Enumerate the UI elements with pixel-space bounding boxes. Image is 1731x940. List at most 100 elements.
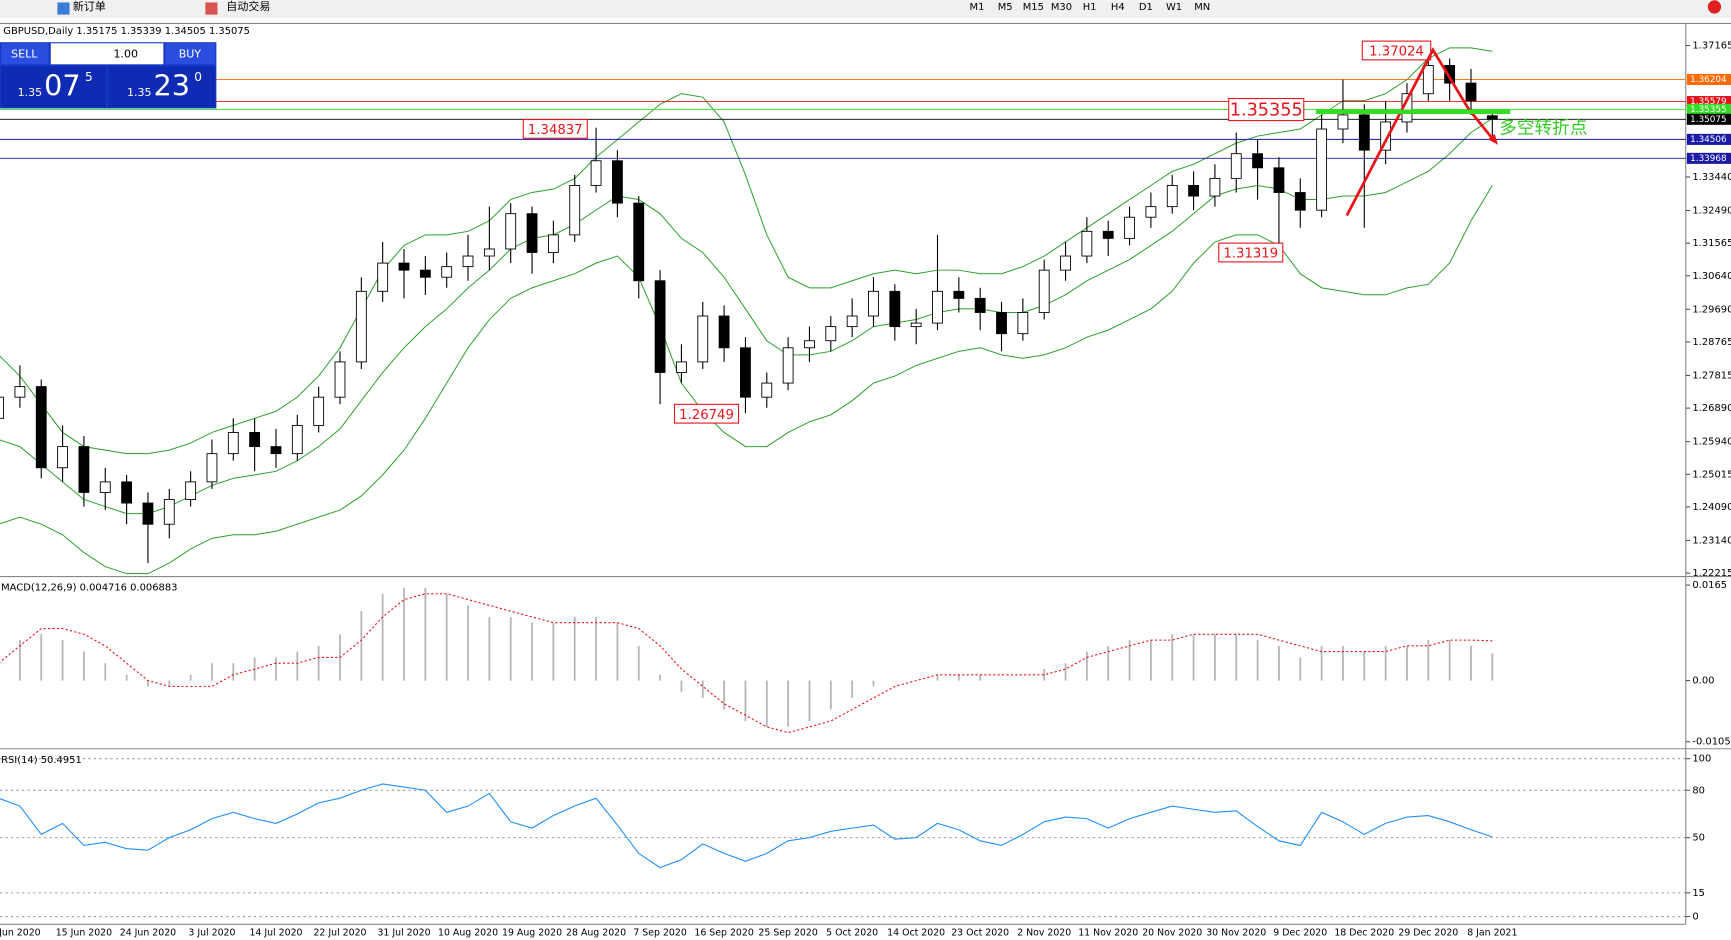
level-tag — [1686, 133, 1731, 145]
x-tick-label: 14 Oct 2020 — [887, 928, 945, 939]
y-tick-label: 1.27815 — [1692, 370, 1731, 381]
y-tick-label: 1.29690 — [1692, 304, 1731, 315]
y-tick-label: 1.33440 — [1692, 172, 1731, 183]
y-tick-label: 1.25015 — [1692, 469, 1731, 480]
bollinger-upper — [0, 47, 1493, 455]
timeframe-button[interactable]: W1 — [1166, 2, 1182, 13]
buy-label: BUY — [179, 47, 202, 60]
level-tag — [1686, 73, 1731, 85]
arrow-head — [1488, 133, 1499, 145]
candle-body — [1166, 185, 1178, 208]
rsi-title: RSI(14) 50.4951 — [1, 755, 82, 766]
y-tick-label: 1.31565 — [1692, 238, 1731, 249]
candle-body — [846, 315, 858, 328]
toolbar: 新订单 自动交易 M1 M5 M15 M30 H1 H4 D1 W1 MN — [0, 0, 1731, 18]
timeframe-button[interactable]: M15 — [1023, 2, 1044, 13]
x-tick-label: 22 Jul 2020 — [313, 928, 366, 939]
candle-body — [1465, 82, 1477, 102]
lots-value: 1.00 — [113, 47, 138, 60]
candle-body — [1380, 121, 1392, 151]
candle-body — [355, 290, 367, 363]
x-tick-label: 25 Sep 2020 — [758, 928, 817, 939]
auto-trade-button[interactable]: 自动交易 — [226, 0, 270, 13]
candle-body — [1038, 269, 1050, 313]
x-tick-label: 23 Oct 2020 — [951, 928, 1009, 939]
candle-body — [270, 446, 282, 455]
icon — [205, 2, 218, 15]
x-tick-label: 8 Jan 2021 — [1467, 928, 1517, 939]
ask-big: 1.35 — [127, 86, 152, 99]
x-tick-label: 16 Sep 2020 — [694, 928, 753, 939]
level-label: 1.33968 — [1690, 154, 1727, 164]
timeframe-button[interactable]: D1 — [1139, 2, 1153, 13]
annotation: 1.37024 — [1369, 45, 1424, 60]
bid-box[interactable] — [1, 66, 106, 108]
notification[interactable] — [1707, 0, 1722, 14]
timeframe-button[interactable]: MN — [1194, 2, 1210, 13]
candle-body — [1273, 167, 1285, 193]
annotation: 1.26749 — [679, 408, 734, 423]
y-tick-label: 50 — [1692, 833, 1705, 844]
sell-button[interactable] — [1, 43, 49, 65]
level-tag — [1686, 113, 1731, 125]
candle-body — [1209, 177, 1221, 197]
bollinger-middle — [0, 117, 1493, 515]
y-tick-label: 80 — [1692, 785, 1705, 796]
annotation: 多空转折点 — [1499, 117, 1587, 138]
candle-body — [697, 315, 709, 363]
macd-signal — [0, 593, 1493, 734]
candle-body — [163, 499, 175, 525]
candle-body — [505, 213, 517, 250]
candle-body — [206, 453, 218, 483]
ask-pips: 23 — [153, 68, 190, 102]
candle-body — [57, 446, 68, 469]
candle-body — [740, 347, 751, 398]
ask-frac: 0 — [194, 70, 202, 84]
annotation-box — [1218, 242, 1284, 263]
annotation-box — [1361, 40, 1432, 61]
level-label: 1.35579 — [1690, 97, 1727, 107]
candle-body — [1230, 153, 1242, 179]
new-order-button[interactable]: 新订单 — [73, 0, 106, 13]
y-tick-label: 1.22215 — [1692, 568, 1731, 579]
candle-body — [1081, 230, 1093, 257]
timeframe-button[interactable]: M5 — [998, 2, 1013, 13]
x-tick-label: 9 Dec 2020 — [1273, 928, 1327, 939]
annotation-box — [522, 118, 588, 139]
y-tick-label: 15 — [1692, 888, 1705, 899]
candle-body — [825, 326, 837, 342]
candle-body — [1294, 192, 1306, 211]
lots-input[interactable] — [50, 43, 164, 65]
timeframes: M1 M5 M15 M30 H1 H4 D1 W1 MN — [970, 2, 1211, 13]
x-tick-label: 15 Jun 2020 — [56, 928, 112, 939]
timeframe-button[interactable]: M30 — [1051, 2, 1072, 13]
toolbar-bg — [0, 0, 1731, 18]
level-label: 1.35355 — [1690, 105, 1727, 115]
macd-title: MACD(12,26,9) 0.004716 0.006883 — [1, 583, 177, 594]
candle-body — [35, 386, 47, 469]
candle-body — [1102, 230, 1114, 239]
candle-body — [996, 312, 1007, 335]
x-tick-label: 10 Aug 2020 — [438, 928, 498, 939]
candle-body — [291, 424, 303, 455]
x-tick-label: 2 Nov 2020 — [1017, 928, 1071, 939]
x-tick-label: 20 Nov 2020 — [1142, 928, 1202, 939]
candle-body — [547, 234, 559, 253]
y-tick-label: 0.00 — [1692, 676, 1714, 687]
level-label: 1.36204 — [1690, 75, 1727, 85]
level-tag — [1686, 152, 1731, 164]
candle-body — [313, 396, 325, 426]
bid-frac: 5 — [85, 70, 93, 84]
candle-body — [590, 160, 602, 186]
timeframe-button[interactable]: M1 — [970, 2, 985, 13]
ask-box[interactable] — [108, 66, 216, 108]
timeframe-button[interactable]: H4 — [1111, 2, 1125, 13]
candle-body — [761, 382, 773, 398]
candle-body — [1444, 65, 1456, 84]
timeframe-button[interactable]: H1 — [1083, 2, 1097, 13]
candle-body — [483, 248, 495, 257]
y-tick-label: 1.28765 — [1692, 337, 1731, 348]
x-tick-label: 18 Dec 2020 — [1334, 928, 1394, 939]
buy-button[interactable] — [165, 43, 216, 65]
x-tick-label: 3 Jul 2020 — [188, 928, 235, 939]
